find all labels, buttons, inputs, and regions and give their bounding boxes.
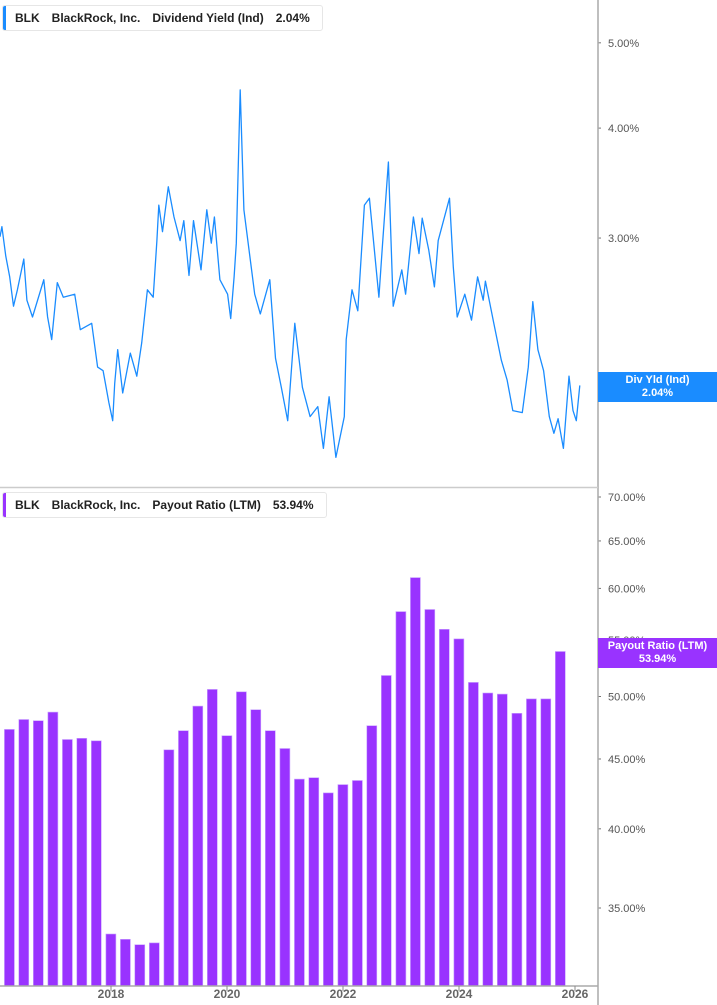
legend-value: 2.04%	[275, 11, 310, 25]
payout-bar	[76, 737, 88, 987]
payout-bar	[163, 749, 175, 987]
payout-bar	[91, 740, 102, 987]
x-tick-label: 2020	[214, 987, 241, 1001]
legend-company: BlackRock, Inc.	[51, 498, 141, 512]
payout-bar	[468, 682, 479, 987]
y-tick-label: 45.00%	[608, 754, 646, 766]
payout-ratio-axis: 35.00%40.00%45.00%50.00%55.00%60.00%65.0…	[598, 492, 646, 915]
legend-metric: Dividend Yield (Ind)	[152, 11, 264, 25]
y-tick-label: 5.00%	[608, 38, 639, 50]
y-tick-label: 4.00%	[608, 123, 639, 135]
payout-bar	[366, 725, 378, 987]
dividend-yield-plot	[0, 89, 581, 459]
x-tick-label: 2024	[446, 987, 473, 1001]
legend-ticker: BLK	[15, 498, 40, 512]
payout-bar	[236, 691, 247, 987]
payout-bar	[410, 577, 421, 987]
payout-bar	[47, 711, 59, 987]
x-axis: 2018 2020 2022 2024 2026	[0, 0, 599, 1005]
payout-bar	[308, 777, 320, 987]
series-color-marker	[3, 493, 6, 517]
payout-bar	[18, 719, 30, 987]
payout-bar	[250, 709, 262, 987]
payout-bar	[134, 944, 146, 987]
payout-bar	[337, 784, 349, 987]
payout-ratio-legend[interactable]: BLK BlackRock, Inc. Payout Ratio (LTM) 5…	[2, 492, 327, 518]
payout-bar	[511, 712, 523, 987]
payout-bar	[207, 689, 218, 987]
x-tick-label: 2018	[98, 987, 125, 1001]
series-color-marker	[3, 6, 6, 30]
y-tick-label: 50.00%	[608, 692, 646, 704]
y-tick-label: 65.00%	[608, 536, 646, 548]
payout-bar	[32, 720, 44, 987]
y-tick-label: 40.00%	[608, 824, 646, 836]
payout-bar	[424, 609, 436, 987]
payout-bar	[4, 729, 15, 987]
tag-name: Payout Ratio (LTM)	[607, 640, 708, 652]
y-tick-label: 60.00%	[608, 583, 646, 595]
payout-ratio-plot	[4, 577, 566, 987]
legend-metric: Payout Ratio (LTM)	[152, 498, 261, 512]
y-tick-label: 70.00%	[608, 492, 646, 504]
dividend-yield-line	[0, 89, 581, 459]
payout-bar	[395, 611, 407, 987]
y-tick-label: 35.00%	[608, 903, 646, 915]
payout-bar	[264, 730, 276, 987]
payout-bar	[352, 780, 363, 987]
payout-bar	[438, 628, 450, 987]
payout-bar	[279, 748, 291, 987]
payout-bar	[482, 692, 494, 987]
tag-name: Div Yld (Ind)	[625, 374, 690, 386]
dividend-yield-legend[interactable]: BLK BlackRock, Inc. Dividend Yield (Ind)…	[2, 5, 323, 31]
payout-bar	[149, 942, 160, 987]
payout-bar	[192, 705, 204, 987]
payout-bar	[178, 730, 189, 987]
payout-bar	[105, 933, 117, 987]
dividend-yield-last-value-tag: Div Yld (Ind) 2.04%	[598, 372, 717, 402]
tag-value: 2.04%	[641, 387, 674, 399]
payout-bar	[294, 778, 305, 987]
payout-bar	[62, 739, 73, 987]
payout-bar	[380, 675, 392, 987]
payout-bar	[453, 638, 465, 987]
payout-bar	[526, 698, 537, 987]
dividend-yield-axis: 2.00%3.00%4.00%5.00%	[598, 38, 639, 400]
payout-bar	[221, 735, 233, 987]
legend-ticker: BLK	[15, 11, 40, 25]
payout-bar	[496, 693, 508, 987]
payout-bar	[322, 792, 334, 987]
payout-bar	[540, 698, 552, 987]
payout-bar	[554, 651, 566, 987]
legend-value: 53.94%	[272, 498, 314, 512]
y-tick-label: 3.00%	[608, 233, 639, 245]
tag-value: 53.94%	[638, 653, 677, 665]
x-tick-label: 2026	[562, 987, 589, 1001]
x-tick-label: 2022	[330, 987, 357, 1001]
payout-ratio-last-value-tag: Payout Ratio (LTM) 53.94%	[598, 638, 717, 668]
payout-bar	[120, 938, 131, 987]
legend-company: BlackRock, Inc.	[51, 11, 141, 25]
